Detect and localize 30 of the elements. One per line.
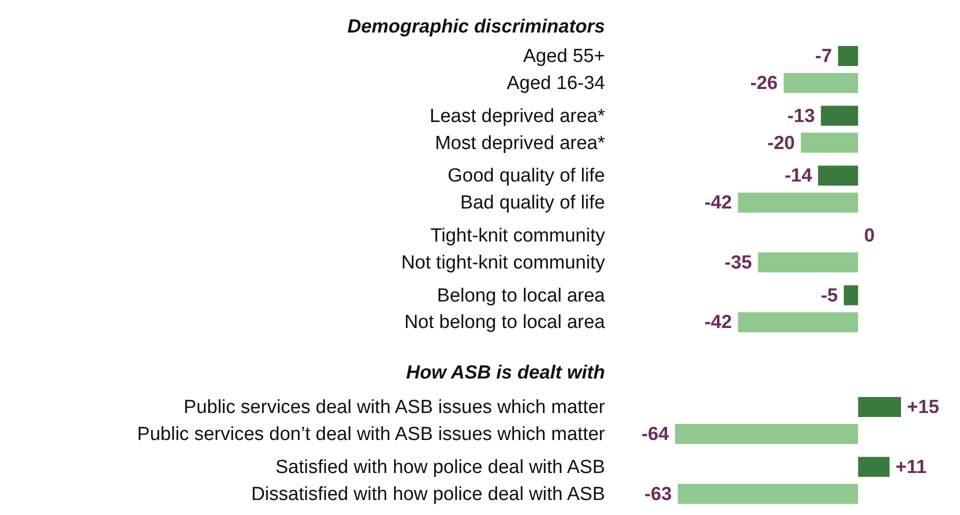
y-tick-label: Dissatisfied with how police deal with ASB (251, 484, 605, 505)
y-tick-label: Belong to local area (437, 285, 606, 306)
y-tick-label: Public services don’t deal with ASB issues which matter (137, 424, 606, 446)
y-tick-label: Public services deal with ASB issues which matter (184, 397, 606, 418)
data-label: -14 (784, 166, 812, 187)
y-tick-label: Most deprived area* (434, 132, 606, 154)
data-label: -64 (642, 424, 670, 446)
y-tick-label: Aged 55+ (523, 46, 605, 67)
y-tick-label: Aged 16-34 (506, 72, 606, 94)
data-label: -42 (704, 312, 732, 334)
text: Demographic discriminators (347, 16, 605, 38)
data-label: 0 (864, 225, 875, 246)
data-label: -7 (815, 46, 832, 67)
data-label: -42 (704, 192, 732, 214)
y-tick-label: Not belong to local area (404, 312, 606, 334)
text: How ASB is dealt with (406, 362, 605, 384)
data-label: +11 (896, 456, 928, 478)
data-label: -26 (750, 72, 778, 94)
data-label: -63 (644, 484, 672, 505)
data-label: -5 (820, 285, 838, 306)
data-label: -13 (787, 106, 815, 127)
y-tick-label: Satisfied with how police deal with ASB (275, 456, 605, 478)
y-tick-label: Tight-knit community (430, 225, 606, 246)
y-tick-label: Not tight-knit community (401, 252, 606, 274)
y-tick-label: Bad quality of life (460, 192, 605, 214)
data-label: +15 (907, 397, 940, 418)
y-tick-label: Good quality of life (448, 166, 605, 187)
y-tick-label: Least deprived area* (430, 106, 606, 127)
data-label: -20 (767, 132, 795, 154)
data-label: -35 (724, 252, 752, 274)
